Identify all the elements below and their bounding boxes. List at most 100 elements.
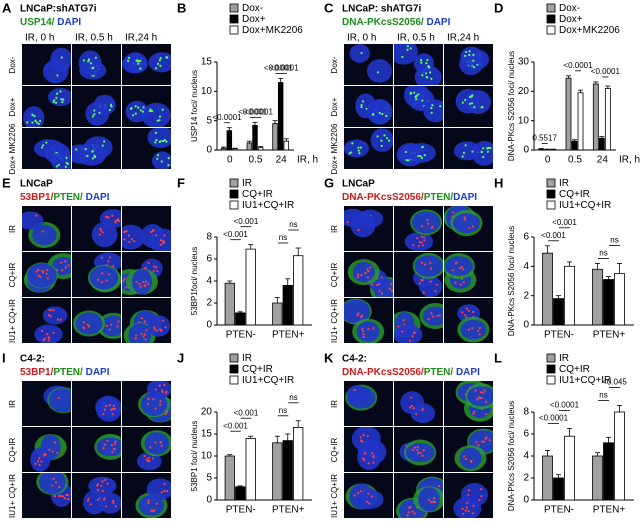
nucleus xyxy=(452,213,480,234)
bar xyxy=(603,279,614,326)
bar xyxy=(598,137,605,151)
nucleus xyxy=(444,256,474,276)
bar xyxy=(553,477,564,501)
stain-label: 53BP1/PTEN/ DAPI xyxy=(20,367,110,378)
x-tick-label: PTEN- xyxy=(544,505,574,516)
legend-label: Dox+MK2206 xyxy=(242,25,303,36)
column-label: IR,24 h xyxy=(125,33,157,44)
cells xyxy=(455,381,493,422)
row-label: IU1+ CQ+IR xyxy=(8,474,17,518)
focus xyxy=(106,439,109,443)
focus xyxy=(66,494,69,497)
nucleus xyxy=(32,224,57,246)
focus xyxy=(459,283,462,286)
p-value: <0.0001 xyxy=(264,64,294,73)
panel-title: LNCaP: shATG7i xyxy=(342,4,421,15)
focus xyxy=(38,457,41,460)
focus xyxy=(409,47,412,50)
focus xyxy=(473,410,476,414)
x-tick-label: PTEN+ xyxy=(593,505,626,516)
focus xyxy=(410,396,413,399)
focus xyxy=(488,439,491,442)
error-bar xyxy=(599,136,605,139)
focus xyxy=(467,489,471,492)
focus xyxy=(43,454,46,457)
focus xyxy=(420,235,423,238)
cells xyxy=(23,88,71,127)
bar xyxy=(614,411,625,501)
nucleus xyxy=(48,388,71,413)
nucleus xyxy=(34,324,63,343)
focus xyxy=(421,99,424,102)
p-value: 0.5517 xyxy=(532,134,557,143)
bar xyxy=(235,486,246,501)
error-bar xyxy=(578,89,584,93)
error-bar xyxy=(295,247,301,256)
legend-swatch xyxy=(546,353,556,363)
stain-part: DAPI xyxy=(456,367,480,378)
row-label: Dox+ xyxy=(8,97,17,116)
stain-part: DAPI xyxy=(426,17,450,28)
legend-swatch xyxy=(229,200,239,210)
nucleus xyxy=(423,99,443,123)
nucleus xyxy=(22,211,44,230)
cells xyxy=(400,391,436,424)
error-bar xyxy=(272,120,278,124)
focus xyxy=(140,317,143,320)
focus xyxy=(106,216,110,219)
p-value: <0.0001 xyxy=(212,113,242,122)
focus xyxy=(52,331,55,334)
focus xyxy=(463,218,467,221)
row-label: Dox- xyxy=(8,56,17,73)
focus xyxy=(413,91,416,94)
bar xyxy=(272,302,283,326)
row-label: IR xyxy=(330,400,339,408)
legend-swatch xyxy=(229,14,239,24)
bar xyxy=(272,123,278,151)
focus xyxy=(363,452,366,455)
bar xyxy=(571,140,578,151)
cells xyxy=(345,483,384,510)
focus xyxy=(421,244,425,247)
focus xyxy=(46,333,49,336)
focus xyxy=(156,270,159,273)
y-tick-label: 0 xyxy=(206,495,212,506)
focus xyxy=(45,141,48,144)
legend-label: IU1+CQ+IR xyxy=(559,375,611,386)
x-tick-label: PTEN+ xyxy=(272,330,305,341)
nucleus xyxy=(122,224,145,250)
focus xyxy=(147,261,150,265)
error-bar xyxy=(606,436,611,443)
focus xyxy=(430,107,433,110)
focus xyxy=(361,440,364,443)
focus xyxy=(91,157,95,160)
cells xyxy=(95,395,121,422)
y-tick-label: 5 xyxy=(206,473,212,484)
focus xyxy=(357,273,360,276)
bar xyxy=(538,148,545,151)
focus xyxy=(461,311,464,314)
focus xyxy=(433,500,437,504)
focus xyxy=(136,59,139,62)
focus xyxy=(454,281,457,284)
focus xyxy=(67,264,70,267)
cells xyxy=(404,209,443,251)
focus xyxy=(464,98,467,102)
focus xyxy=(370,283,373,286)
error-bar xyxy=(246,140,252,143)
cells xyxy=(36,473,71,507)
nucleus xyxy=(96,437,121,457)
nucleus xyxy=(128,322,151,343)
focus xyxy=(93,113,96,116)
focus xyxy=(155,329,158,332)
focus xyxy=(353,388,357,392)
cells xyxy=(412,252,443,297)
focus xyxy=(152,269,155,273)
focus xyxy=(143,454,146,458)
focus xyxy=(156,154,160,157)
focus xyxy=(137,106,140,109)
nucleus xyxy=(350,212,376,238)
focus xyxy=(424,72,428,75)
focus xyxy=(86,323,89,326)
focus xyxy=(64,266,67,269)
